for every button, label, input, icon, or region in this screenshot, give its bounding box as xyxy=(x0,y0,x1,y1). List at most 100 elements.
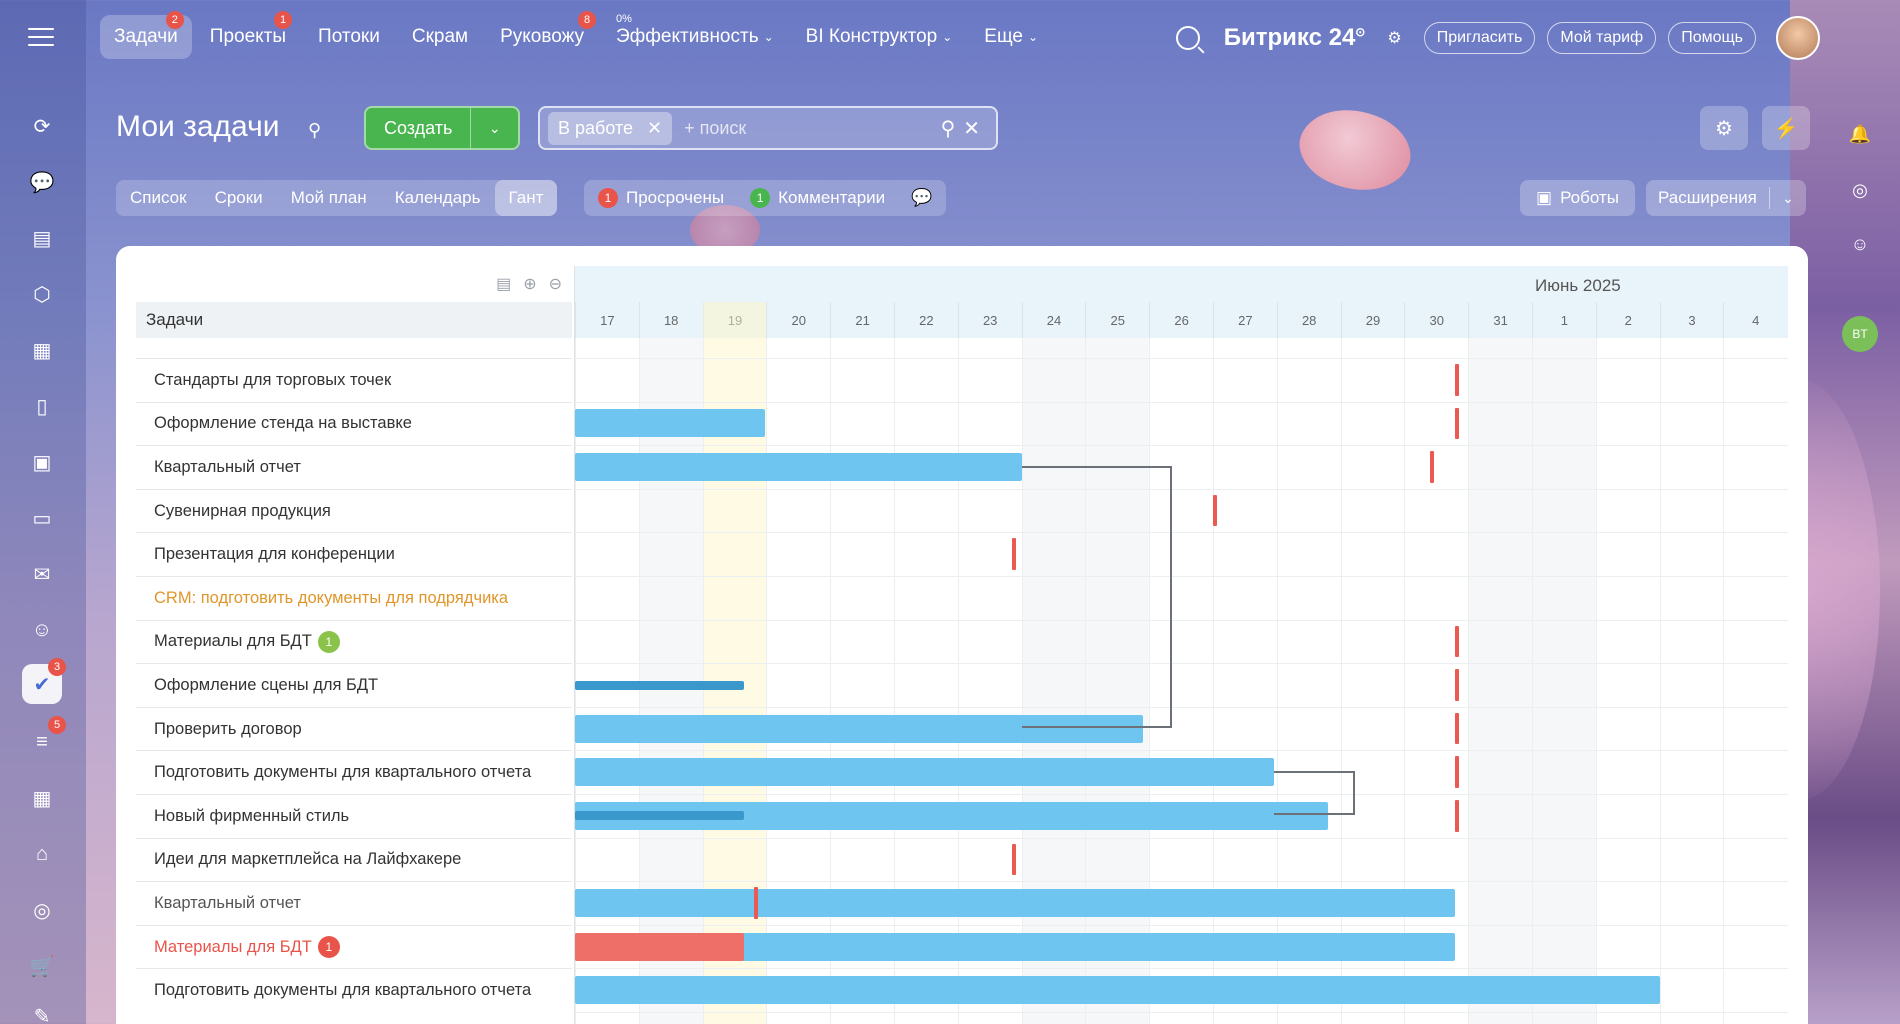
counter-comments[interactable]: 1 Комментарии xyxy=(750,188,885,208)
settings-sliders-icon[interactable]: ⚙ xyxy=(1387,30,1402,47)
copilot-icon[interactable]: ◎ xyxy=(1852,179,1868,200)
bell-icon[interactable]: 🔔 xyxy=(1848,123,1872,144)
contacts-icon[interactable]: ☺ xyxy=(31,618,53,641)
task-row[interactable]: Презентация для конференции xyxy=(136,532,572,576)
my-tariff-button[interactable]: Мой тариф xyxy=(1547,22,1657,54)
edit-doc-icon[interactable]: ✎ xyxy=(33,1005,51,1024)
help-button[interactable]: Помощь xyxy=(1668,22,1756,54)
task-row[interactable]: Квартальный отчет xyxy=(136,881,572,925)
task-title[interactable]: Квартальный отчет xyxy=(154,457,301,476)
task-title[interactable]: Материалы для БДТ xyxy=(154,937,312,956)
pin-icon[interactable]: ⚲ xyxy=(308,120,322,140)
counter-overdue[interactable]: 1 Просрочены xyxy=(598,188,724,208)
nav-bi-builder[interactable]: BI Конструктор ⌄ xyxy=(805,26,953,47)
task-title[interactable]: Материалы для БДТ xyxy=(154,632,312,651)
gantt-bar[interactable] xyxy=(575,758,1274,787)
task-title[interactable]: Подготовить документы для квартального о… xyxy=(154,763,532,782)
task-row[interactable]: Оформление сцены для БДТ xyxy=(136,663,572,707)
invite-button[interactable]: Пригласить xyxy=(1423,22,1536,54)
drive-icon[interactable]: ▭ xyxy=(32,507,52,530)
menu-icon[interactable] xyxy=(28,28,54,50)
filter-chip[interactable]: В работе ✕ xyxy=(548,111,673,145)
task-title[interactable]: Сувенирная продукция xyxy=(154,501,331,520)
gantt-bar[interactable] xyxy=(575,680,745,690)
task-title[interactable]: Квартальный отчет xyxy=(154,893,301,912)
gantt-bar[interactable] xyxy=(575,976,1660,1005)
gear-icon[interactable]: ⚙ xyxy=(1700,106,1748,150)
nav-scrum[interactable]: Скрам xyxy=(411,26,469,47)
task-title[interactable]: Подготовить документы для квартального о… xyxy=(154,981,532,1000)
document-icon[interactable]: ▯ xyxy=(36,395,48,418)
gantt-bar[interactable] xyxy=(575,889,1456,917)
gantt-bar[interactable] xyxy=(575,714,1143,743)
filter-icon[interactable]: ≡ 5 xyxy=(22,716,66,762)
zoom-in-icon[interactable]: ⊕ xyxy=(523,276,537,293)
task-row[interactable]: Идеи для маркетплейса на Лайфхакере xyxy=(136,837,572,882)
board-icon[interactable]: ▣ xyxy=(32,451,52,474)
nav-projects[interactable]: Проекты 1 xyxy=(196,11,300,59)
task-row[interactable]: Оформление стенда на выставке xyxy=(136,401,572,446)
create-button[interactable]: Создать ⌄ xyxy=(364,106,520,150)
gantt-bar[interactable] xyxy=(575,409,766,438)
task-title[interactable]: Оформление сцены для БДТ xyxy=(154,675,379,694)
nav-tasks[interactable]: Задачи 2 xyxy=(100,11,192,59)
task-row[interactable]: CRM: подготовить документы для подрядчик… xyxy=(136,575,572,620)
task-row[interactable]: Подготовить документы для квартального о… xyxy=(136,750,572,794)
store-icon[interactable]: ⌂ xyxy=(35,842,49,865)
planner-icon[interactable]: ▦ xyxy=(32,787,52,810)
extensions-button[interactable]: Расширения ⌄ xyxy=(1646,180,1806,216)
task-row[interactable]: Подготовить документы для квартального о… xyxy=(136,968,572,1012)
task-row[interactable]: Материалы для БДТ 1 xyxy=(136,619,572,664)
news-icon[interactable]: ▤ xyxy=(32,227,52,250)
nav-more[interactable]: Еще ⌄ xyxy=(984,26,1039,47)
dependency-link xyxy=(1021,466,1172,728)
search-icon[interactable]: ⚲✕ xyxy=(940,117,988,140)
print-icon[interactable]: ▤ xyxy=(496,276,512,293)
nav-efficiency[interactable]: 0% Эффективность ⌄ xyxy=(616,13,774,47)
search-filter[interactable]: В работе ✕ + поиск ⚲✕ xyxy=(538,106,998,150)
task-row[interactable]: Проверить договор xyxy=(136,706,572,751)
gantt-overdue-bar[interactable] xyxy=(575,932,745,961)
nav-flows[interactable]: Потоки xyxy=(318,26,380,47)
bt-icon[interactable]: BT xyxy=(1842,316,1878,352)
read-all-icon[interactable]: 💬 xyxy=(911,188,933,207)
feed-icon[interactable]: ⟳ xyxy=(33,115,51,138)
tab-calendar[interactable]: Календарь xyxy=(394,188,481,207)
tab-my-plan[interactable]: Мой план xyxy=(290,188,367,207)
task-title[interactable]: Оформление стенда на выставке xyxy=(154,414,412,433)
mail-icon[interactable]: ✉ xyxy=(33,563,51,586)
task-row[interactable]: Сувенирная продукция xyxy=(136,488,572,533)
tab-gantt[interactable]: Гант xyxy=(494,180,558,216)
chat-icon[interactable]: 💬 xyxy=(29,171,55,194)
brand-logo[interactable]: Битрикс 24⊙ xyxy=(1223,24,1366,51)
target-icon[interactable]: ◎ xyxy=(33,899,51,922)
tasks-icon[interactable]: ✔ 3 xyxy=(22,658,66,704)
task-title[interactable]: Презентация для конференции xyxy=(154,545,395,564)
task-row[interactable]: Стандарты для торговых точек xyxy=(136,358,572,402)
tab-deadlines[interactable]: Сроки xyxy=(214,188,263,207)
user-avatar[interactable] xyxy=(1776,16,1820,60)
task-title[interactable]: Новый фирменный стиль xyxy=(154,806,350,825)
chevron-down-icon[interactable]: ⌄ xyxy=(488,119,501,136)
task-row[interactable]: Квартальный отчет xyxy=(136,445,572,489)
task-row[interactable]: Новый фирменный стиль xyxy=(136,793,572,838)
cart-icon[interactable]: 🛒 xyxy=(29,955,55,978)
task-title[interactable]: Идеи для маркетплейса на Лайфхакере xyxy=(154,850,462,869)
tab-list[interactable]: Список xyxy=(130,188,187,207)
support-icon[interactable]: ☺ xyxy=(1850,233,1870,254)
gantt-progress-bar[interactable] xyxy=(575,811,745,820)
robots-button[interactable]: ▣ Роботы xyxy=(1520,180,1635,216)
calendar-icon[interactable]: ▦ xyxy=(32,339,52,362)
close-icon[interactable]: ✕ xyxy=(647,117,663,138)
hexagon-icon[interactable]: ⬡ xyxy=(33,283,51,306)
task-title[interactable]: Проверить договор xyxy=(154,719,302,738)
search-icon[interactable] xyxy=(1175,26,1200,50)
search-input[interactable]: + поиск xyxy=(684,117,747,138)
task-row[interactable]: Материалы для БДТ 1 xyxy=(136,924,572,969)
zoom-out-icon[interactable]: ⊖ xyxy=(548,276,562,293)
nav-manage[interactable]: Руковожу 8 xyxy=(486,11,598,59)
task-title[interactable]: CRM: подготовить документы для подрядчик… xyxy=(154,588,509,607)
gantt-bar[interactable] xyxy=(575,453,1022,481)
lightning-icon[interactable]: ⚡ xyxy=(1762,106,1810,150)
task-title[interactable]: Стандарты для торговых точек xyxy=(154,370,392,389)
